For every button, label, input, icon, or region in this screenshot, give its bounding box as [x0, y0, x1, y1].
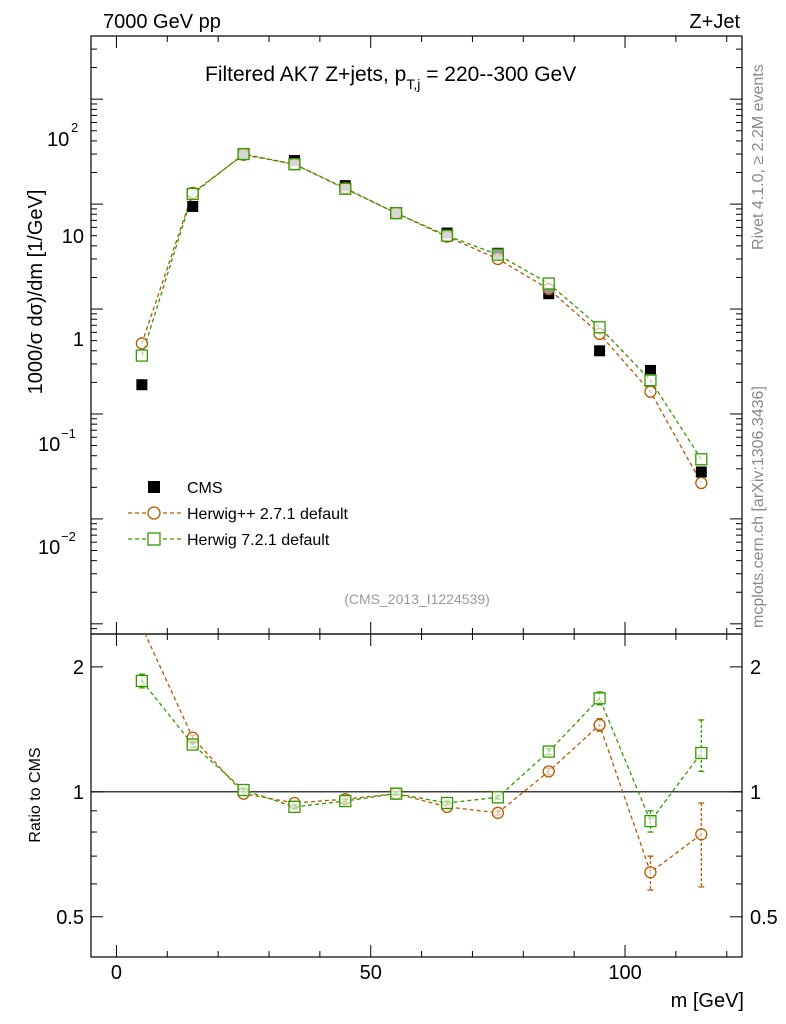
- ratio-ytick-label-right: 2: [750, 657, 761, 679]
- header-left: 7000 GeV pp: [103, 11, 221, 33]
- ratio-point-herwigpp: [542, 765, 555, 778]
- ratio-point-herwig7: [695, 746, 708, 760]
- main-title-text: Filtered AK7 Z+jets, p: [205, 63, 406, 86]
- ratio-line-herwigpp: [144, 634, 702, 874]
- herwig7-point: [237, 147, 250, 161]
- xtick-label: 100: [608, 962, 641, 984]
- main-title-subscript: T,j: [406, 76, 420, 92]
- herwigpp-point: [135, 337, 149, 350]
- cms-data-point: [187, 200, 199, 212]
- herwig7-point: [288, 158, 301, 171]
- legend-marker-herwigpp: [147, 506, 161, 520]
- xtick-label: 0: [111, 962, 122, 984]
- herwig7-point: [339, 182, 352, 195]
- herwigpp-point: [644, 385, 657, 398]
- ratio-point-herwig7: [593, 692, 606, 705]
- ytick-exp-2: 2: [71, 120, 78, 135]
- main-line-herwigpp: [141, 154, 702, 484]
- ratio-line-herwig7: [141, 680, 702, 823]
- ratio-ytick-label: 1: [73, 782, 84, 804]
- xlabel: m [GeV]: [671, 990, 744, 1012]
- herwig7-point: [186, 187, 199, 201]
- ratio-point-herwigpp: [593, 718, 606, 731]
- main-line-herwig7: [141, 153, 702, 460]
- rivet-label: Rivet 4.1.0, ≥ 2.2M events: [750, 64, 767, 250]
- cms-data-point: [644, 364, 656, 376]
- ratio-point-herwigpp: [491, 806, 505, 819]
- legend-marker-herwig7: [147, 532, 161, 546]
- ratio-ytick-label-right: 1: [750, 782, 761, 804]
- herwig7-point: [390, 206, 403, 220]
- ratio-ytick-label-right: 0.5: [750, 907, 778, 929]
- herwig7-point: [593, 321, 606, 334]
- ratio-ytick-label: 2: [73, 657, 84, 679]
- ratio-point-herwigpp: [695, 828, 708, 841]
- ytick-exp-m1: −1: [61, 426, 76, 441]
- herwig7-point: [135, 349, 149, 362]
- main-ylabel: 1000/σ dσ)/dm [1/GeV]: [25, 190, 47, 395]
- main-title: Filtered AK7 Z+jets, pT,j = 220--300 GeV: [205, 63, 576, 92]
- ratio-point-herwig7: [440, 796, 454, 810]
- x-tick-labels: 0 50 100: [111, 962, 642, 984]
- header-right: Z+Jet: [689, 11, 740, 33]
- ratio-series: [135, 634, 708, 891]
- main-y-tick-labels: 10 2 10 1 10 −1 10 −2: [38, 120, 84, 559]
- ratio-plot-panel: Ratio to CMS m [GeV] 0.5 0.5 1 1 2 2 0 50 100: [27, 633, 778, 1012]
- ytick-label-0p01: 10: [38, 537, 60, 559]
- ratio-frame: [90, 633, 743, 958]
- ratio-axis-ticks: [91, 634, 742, 958]
- ytick-label-0p1: 10: [38, 434, 60, 456]
- main-plot-panel: 10 2 10 1 10 −1 10 −2 1000/σ dσ)/dm [1/G…: [25, 35, 743, 635]
- ratio-point-herwig7: [237, 783, 250, 797]
- cms-data-point: [695, 466, 707, 478]
- ratio-point-herwig7: [135, 674, 149, 688]
- cms-data-point: [594, 345, 606, 357]
- herwig7-point: [644, 374, 657, 387]
- ratio-point-herwig7: [186, 738, 199, 751]
- legend: CMS Herwig++ 2.7.1 default Herwig 7.2.1 …: [128, 480, 349, 549]
- herwig7-point: [695, 453, 708, 466]
- ratio-point-herwig7: [390, 787, 403, 800]
- ytick-label-100: 10: [47, 129, 69, 151]
- herwig7-point: [491, 248, 505, 261]
- main-axis-ticks: [91, 35, 742, 635]
- ratio-point-herwig7: [644, 814, 657, 828]
- main-series: [135, 147, 708, 490]
- ratio-point-herwig7: [491, 791, 505, 804]
- ratio-point-herwig7: [288, 800, 301, 814]
- ratio-ytick-label: 0.5: [56, 907, 84, 929]
- herwig7-point: [440, 229, 454, 242]
- main-title-tail: = 220--300 GeV: [420, 63, 576, 86]
- legend-label-cms: CMS: [187, 480, 223, 497]
- ytick-label-1: 1: [73, 329, 84, 351]
- cms-data-point: [136, 379, 148, 391]
- ratio-point-herwig7: [542, 745, 555, 758]
- ratio-point-herwig7: [339, 794, 352, 808]
- legend-label-herwigpp: Herwig++ 2.7.1 default: [187, 506, 349, 523]
- legend-marker-cms: [148, 481, 160, 493]
- herwigpp-point: [695, 476, 708, 490]
- herwig7-point: [542, 277, 555, 290]
- ratio-point-herwigpp: [644, 866, 657, 879]
- analysis-watermark: (CMS_2013_I1224539): [344, 591, 490, 607]
- ytick-label-10: 10: [62, 226, 84, 248]
- ytick-exp-m2: −2: [61, 529, 76, 544]
- mcplots-label: mcplots.cern.ch [arXiv:1306.3436]: [750, 386, 767, 628]
- legend-label-herwig7: Herwig 7.2.1 default: [187, 532, 330, 549]
- xtick-label: 50: [360, 962, 382, 984]
- ratio-ylabel: Ratio to CMS: [27, 747, 44, 842]
- ratio-y-tick-labels: 0.5 0.5 1 1 2 2: [56, 657, 778, 929]
